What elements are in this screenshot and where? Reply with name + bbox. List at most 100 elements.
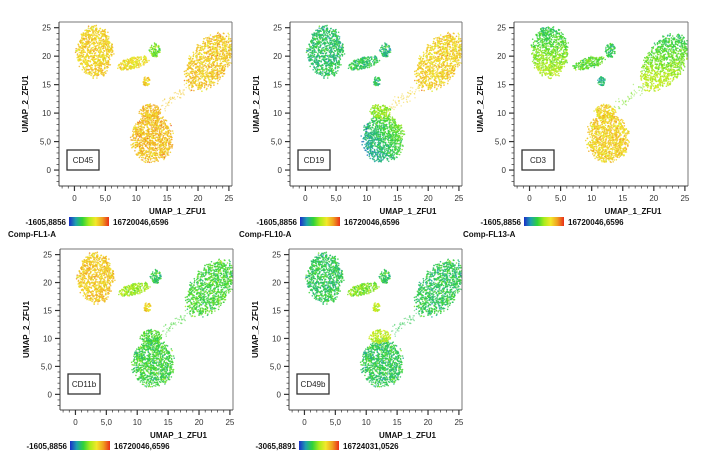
data-point	[145, 84, 147, 86]
data-point	[379, 50, 382, 53]
data-point	[148, 114, 151, 116]
data-point	[93, 62, 95, 65]
data-point	[90, 26, 93, 29]
data-point	[134, 133, 137, 136]
data-point	[216, 32, 219, 35]
data-point	[105, 34, 108, 37]
data-point	[83, 39, 86, 41]
data-point	[328, 57, 330, 59]
data-point	[198, 72, 201, 75]
data-point	[212, 43, 215, 46]
data-point	[213, 64, 215, 66]
data-point	[133, 131, 135, 134]
data-point	[211, 42, 213, 45]
data-point	[312, 55, 315, 58]
data-point	[97, 73, 99, 76]
data-point	[159, 120, 162, 123]
data-point	[179, 90, 181, 92]
data-point	[364, 67, 366, 70]
data-point	[159, 151, 162, 154]
data-point	[206, 41, 209, 43]
data-point	[148, 155, 150, 158]
data-point	[372, 64, 375, 66]
data-point	[137, 131, 140, 133]
data-point	[385, 51, 387, 53]
data-point	[92, 55, 95, 58]
data-point	[182, 91, 184, 93]
data-point	[84, 67, 86, 69]
data-point	[101, 45, 104, 48]
data-point	[162, 100, 164, 102]
data-point	[198, 49, 201, 52]
data-point	[310, 41, 313, 44]
data-point	[217, 64, 219, 67]
data-point	[155, 44, 158, 46]
data-point	[337, 35, 340, 37]
data-point	[216, 36, 218, 39]
data-point	[102, 53, 104, 56]
data-point	[183, 84, 186, 86]
data-point	[80, 53, 83, 55]
data-point	[210, 66, 213, 68]
data-point	[168, 147, 171, 149]
data-point	[365, 61, 368, 64]
data-point	[131, 135, 134, 138]
data-point	[226, 45, 228, 47]
data-point	[138, 135, 140, 137]
data-point	[375, 58, 377, 61]
data-point	[332, 57, 335, 59]
data-point	[84, 42, 87, 45]
data-point	[146, 84, 149, 87]
data-point	[158, 148, 160, 150]
data-point	[331, 30, 333, 33]
data-point	[335, 41, 338, 43]
data-point	[128, 62, 130, 65]
data-point	[177, 93, 180, 95]
data-point	[139, 139, 141, 142]
data-point	[136, 56, 138, 58]
data-point	[198, 81, 201, 84]
data-point	[196, 83, 198, 85]
umap-panel-cd45: 0 0 5,0 5,0 10 10 15 15 20 20 25 25 UMAP_2_ZFU1 UMAP_…	[0, 0, 240, 240]
data-point	[227, 62, 230, 64]
data-point	[453, 46, 455, 49]
data-point	[91, 73, 93, 75]
data-point	[358, 60, 360, 63]
data-point	[375, 62, 377, 64]
data-point	[81, 36, 83, 39]
data-point	[155, 132, 157, 135]
data-point	[153, 114, 156, 116]
data-point	[167, 130, 170, 132]
scatter-points	[305, 24, 462, 163]
data-point	[163, 151, 165, 153]
data-point	[322, 28, 325, 31]
data-point	[153, 154, 155, 156]
data-point	[139, 121, 142, 124]
data-point	[371, 56, 373, 58]
data-point	[118, 66, 121, 68]
data-point	[169, 130, 172, 132]
data-point	[200, 55, 203, 58]
data-point	[316, 37, 319, 40]
data-point	[167, 154, 170, 156]
data-point	[201, 71, 204, 74]
data-point	[133, 67, 135, 70]
data-point	[193, 82, 195, 84]
data-point	[105, 57, 107, 59]
data-point	[223, 46, 225, 49]
data-point	[165, 130, 167, 133]
data-point	[202, 56, 204, 58]
data-point	[79, 41, 82, 44]
data-point	[380, 47, 382, 49]
data-point	[313, 66, 315, 69]
data-point	[163, 138, 166, 140]
data-point	[157, 134, 160, 137]
data-point	[333, 38, 335, 41]
data-point	[212, 60, 215, 63]
data-point	[152, 146, 154, 149]
data-point	[200, 66, 202, 69]
data-point	[384, 48, 386, 51]
data-point	[383, 49, 385, 52]
data-point	[165, 106, 167, 108]
data-point	[325, 47, 328, 50]
